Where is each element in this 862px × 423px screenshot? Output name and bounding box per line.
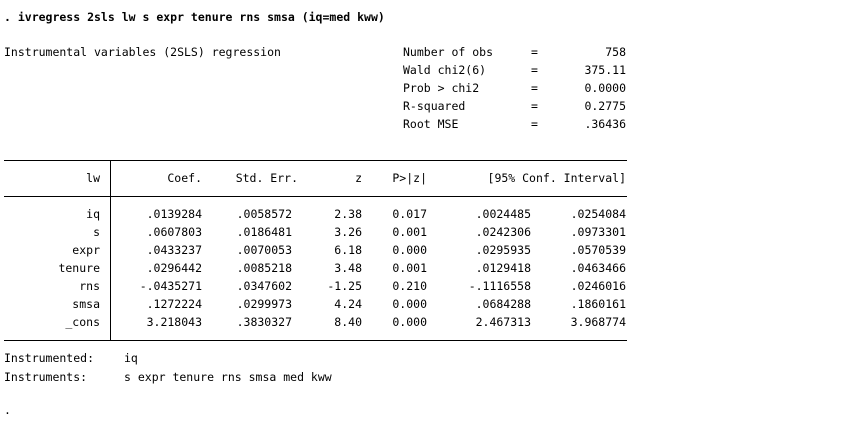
- ci-upper: 3.968774: [570, 315, 626, 329]
- var-name: rns: [79, 279, 100, 293]
- coef-value: .0433237: [146, 243, 202, 257]
- z-value: 3.48: [334, 261, 362, 275]
- stat-equals: =: [531, 81, 538, 95]
- z-value: 8.40: [334, 315, 362, 329]
- command-line: . ivregress 2sls lw s expr tenure rns sm…: [4, 10, 385, 24]
- se-value: .0070053: [236, 243, 292, 257]
- stat-value: 375.11: [584, 63, 626, 77]
- instruments-value: s expr tenure rns smsa med kww: [124, 370, 332, 384]
- se-value: .0058572: [236, 207, 292, 221]
- regression-title: Instrumental variables (2SLS) regression: [4, 45, 281, 59]
- ci-header: [95% Conf. Interval]: [487, 171, 626, 185]
- ci-upper: .0246016: [570, 279, 626, 293]
- coef-value: 3.218043: [146, 315, 202, 329]
- instrumented-value: iq: [124, 351, 138, 365]
- coef-value: .0607803: [146, 225, 202, 239]
- ci-upper: .1860161: [570, 297, 626, 311]
- stat-label: Root MSE: [403, 117, 459, 131]
- z-value: 4.24: [334, 297, 362, 311]
- stat-value: 0.0000: [584, 81, 626, 95]
- ci-lower: .0295935: [475, 243, 531, 257]
- se-value: .0085218: [236, 261, 292, 275]
- stat-label: Number of obs: [403, 45, 494, 59]
- z-value: -1.25: [327, 279, 362, 293]
- p-value: 0.017: [392, 207, 427, 221]
- ci-lower: .0129418: [475, 261, 531, 275]
- p-value: 0.001: [392, 261, 427, 275]
- stat-equals: =: [531, 45, 538, 59]
- coef-value: .0296442: [146, 261, 202, 275]
- depvar-header: lw: [86, 171, 100, 185]
- stat-equals: =: [531, 63, 538, 77]
- table-bottom-rule: [4, 340, 627, 341]
- var-name: expr: [72, 243, 100, 257]
- var-name: tenure: [58, 261, 100, 275]
- table-header-rule: [4, 196, 627, 197]
- se-value: .0347602: [236, 279, 292, 293]
- se-value: .0299973: [236, 297, 292, 311]
- ci-lower: .0242306: [475, 225, 531, 239]
- ci-upper: .0463466: [570, 261, 626, 275]
- se-value: .3830327: [236, 315, 292, 329]
- stat-equals: =: [531, 99, 538, 113]
- ci-lower: .0024485: [475, 207, 531, 221]
- stat-equals: =: [531, 117, 538, 131]
- stat-value: 0.2775: [584, 99, 626, 113]
- stat-value: 758: [605, 45, 626, 59]
- var-name: _cons: [65, 315, 100, 329]
- coef-header: Coef.: [167, 171, 202, 185]
- table-top-rule: [4, 160, 627, 161]
- p-value: 0.000: [392, 243, 427, 257]
- ci-upper: .0570539: [570, 243, 626, 257]
- var-name: s: [93, 225, 100, 239]
- z-value: 2.38: [334, 207, 362, 221]
- p-value: 0.210: [392, 279, 427, 293]
- stat-label: Prob > chi2: [403, 81, 480, 95]
- stat-label: Wald chi2(6): [403, 63, 487, 77]
- se-header: Std. Err.: [235, 171, 298, 185]
- ci-upper: .0973301: [570, 225, 626, 239]
- ci-upper: .0254084: [570, 207, 626, 221]
- coef-value: .1272224: [146, 297, 202, 311]
- stat-value: .36436: [584, 117, 626, 131]
- coef-value: .0139284: [146, 207, 202, 221]
- se-value: .0186481: [236, 225, 292, 239]
- coef-value: -.0435271: [139, 279, 202, 293]
- table-divider: [110, 160, 111, 340]
- p-value: 0.001: [392, 225, 427, 239]
- z-value: 3.26: [334, 225, 362, 239]
- command-prompt: .: [4, 403, 11, 417]
- instruments-label: Instruments:: [4, 370, 88, 384]
- z-value: 6.18: [334, 243, 362, 257]
- ci-lower: 2.467313: [475, 315, 531, 329]
- var-name: smsa: [72, 297, 100, 311]
- p-header: P>|z|: [392, 171, 427, 185]
- ci-lower: .0684288: [475, 297, 531, 311]
- p-value: 0.000: [392, 315, 427, 329]
- z-header: z: [355, 171, 362, 185]
- p-value: 0.000: [392, 297, 427, 311]
- ci-lower: -.1116558: [468, 279, 531, 293]
- var-name: iq: [86, 207, 100, 221]
- instrumented-label: Instrumented:: [4, 351, 95, 365]
- stat-label: R-squared: [403, 99, 466, 113]
